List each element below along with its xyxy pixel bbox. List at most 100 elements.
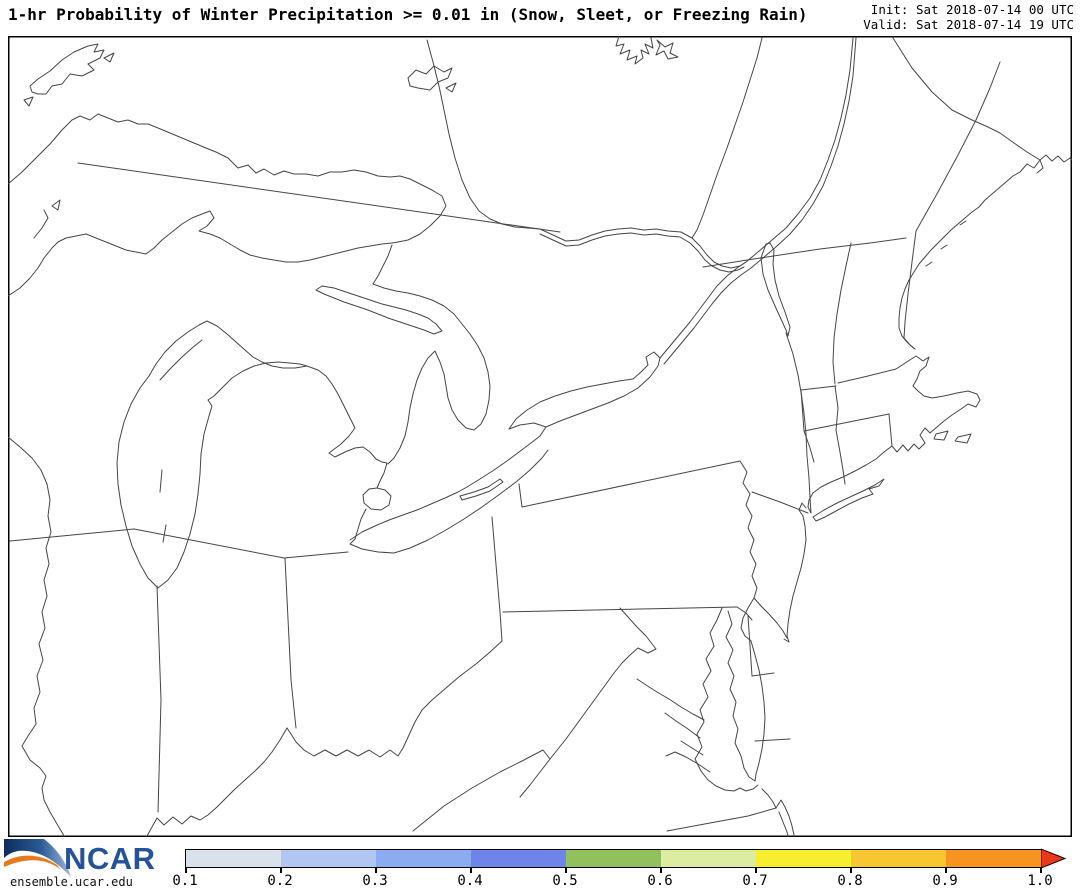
map-panel xyxy=(8,36,1072,837)
map-outline-path xyxy=(832,242,852,385)
colorbar-tick-label: 0.2 xyxy=(267,873,293,889)
map-outline-path xyxy=(891,442,926,453)
map-outline-path xyxy=(376,462,388,489)
map-outline-path xyxy=(8,436,65,837)
map-outline-path xyxy=(636,678,705,721)
map-outline-path xyxy=(807,445,893,514)
ncar-logo: NCAR xyxy=(4,839,174,881)
map-outline-path xyxy=(156,585,162,813)
colorbar-tick xyxy=(280,868,282,873)
map-outline-path xyxy=(542,607,657,760)
map-outline-path xyxy=(284,557,297,729)
map-outline-path xyxy=(508,422,547,430)
map-outline-path xyxy=(775,799,795,837)
map-outline-path xyxy=(502,606,738,613)
map-outline-path xyxy=(800,389,805,432)
colorbar-segment xyxy=(281,850,376,867)
map-outline-path xyxy=(349,508,367,545)
colorbar-tick xyxy=(945,868,947,873)
colorbar-tick-label: 0.4 xyxy=(457,873,483,889)
map-outline-path xyxy=(412,749,544,832)
map-outline-path xyxy=(760,242,791,337)
map-outline-path xyxy=(508,351,661,430)
colorbar-tick xyxy=(755,868,757,873)
map-outline-path xyxy=(898,159,1041,350)
ncar-logo-text: NCAR xyxy=(64,841,156,876)
map-outline-path xyxy=(518,483,523,508)
map-outline-path xyxy=(349,449,549,554)
map-outline-path xyxy=(803,413,890,432)
colorbar-segment xyxy=(471,850,566,867)
basemap-outline-map xyxy=(8,36,1072,837)
map-outline-path xyxy=(761,788,777,809)
page-title: 1-hr Probability of Winter Precipitation… xyxy=(8,5,808,24)
colorbar-segment xyxy=(376,850,471,867)
map-outline-path xyxy=(29,43,105,95)
probability-colorbar: 0.1 0.2 0.3 0.4 0.5 0.6 0.7 0.8 0.9 1.0 xyxy=(172,848,1080,889)
map-outline-path xyxy=(915,61,1001,232)
colorbar-tick-label: 0.6 xyxy=(647,873,673,889)
colorbar-tick-label: 0.1 xyxy=(172,873,198,889)
colorbar-tick-label: 0.3 xyxy=(362,873,388,889)
map-outline-path xyxy=(499,611,503,642)
map-outline-path xyxy=(837,355,917,384)
map-outline-path xyxy=(521,460,741,508)
colorbar-segment xyxy=(756,850,851,867)
map-outline-path xyxy=(751,672,775,677)
map-outline-path xyxy=(725,610,756,782)
colorbar-tick-label: 0.8 xyxy=(837,873,863,889)
colorbar-arrow-icon xyxy=(1041,848,1067,869)
map-outline-path xyxy=(739,460,758,599)
map-outline-path xyxy=(834,385,846,485)
map-outline-path xyxy=(9,528,135,542)
colorbar-tick-label: 0.5 xyxy=(552,873,578,889)
map-outline-path xyxy=(912,355,981,444)
map-outline-path xyxy=(778,811,789,837)
map-outline-path xyxy=(8,210,399,297)
map-outline-path xyxy=(362,487,392,511)
map-outline-path xyxy=(663,37,857,365)
colorbar-tick xyxy=(1040,868,1042,873)
map-outline-path xyxy=(1036,159,1044,174)
map-outline-path xyxy=(51,199,61,211)
colorbar-tick xyxy=(185,868,187,873)
map-outline-path xyxy=(888,413,893,447)
map-outline-path xyxy=(691,37,763,239)
map-outline-path xyxy=(666,807,777,832)
map-outline-path xyxy=(8,113,447,243)
colorbar-tick xyxy=(660,868,662,873)
map-outline-path xyxy=(803,430,815,463)
map-outline-path xyxy=(459,478,504,501)
colorbar-segment xyxy=(566,850,661,867)
map-outline-path xyxy=(283,551,349,559)
map-outline-path xyxy=(539,232,745,273)
map-outline-path xyxy=(800,385,837,391)
map-outline-path xyxy=(754,738,791,742)
map-outline-path xyxy=(785,332,812,514)
map-outline-path xyxy=(519,758,551,798)
map-outline-path xyxy=(750,640,766,782)
site-url: ensemble.ucar.edu xyxy=(10,875,133,889)
map-outline-path xyxy=(116,320,308,589)
map-outline-path xyxy=(753,597,788,639)
map-outline-path xyxy=(959,220,967,226)
map-outline-path xyxy=(747,615,753,677)
map-outline-path xyxy=(933,430,949,441)
map-outline-path xyxy=(33,209,49,239)
map-outline-path xyxy=(372,283,491,465)
map-outline-path xyxy=(812,478,885,522)
map-outline-path xyxy=(349,435,541,541)
map-outline-path xyxy=(694,607,741,792)
map-outline-path xyxy=(445,82,457,93)
map-outline-path xyxy=(159,469,163,493)
map-outline-path xyxy=(954,433,972,444)
colorbar-tick xyxy=(565,868,567,873)
map-outline-path xyxy=(659,37,854,359)
colorbar-tick-label: 0.9 xyxy=(932,873,958,889)
colorbar-tick-label: 0.7 xyxy=(742,873,768,889)
map-outline-path xyxy=(940,244,948,250)
map-outline-path xyxy=(655,39,679,60)
map-outline-path xyxy=(145,727,288,837)
map-outline-path xyxy=(103,52,115,63)
colorbar-segment xyxy=(946,850,1041,867)
